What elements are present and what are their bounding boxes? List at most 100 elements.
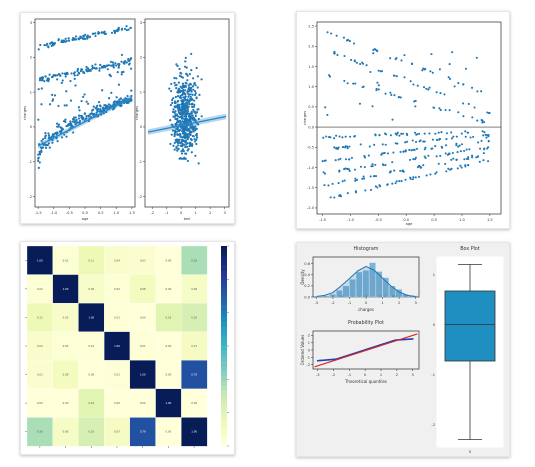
age-scatter-point <box>57 72 61 76</box>
bmi-scatter-point <box>186 98 189 101</box>
bmi-scatter-point <box>184 105 187 108</box>
bmi-scatter-point <box>181 90 185 93</box>
residual-point <box>476 155 480 158</box>
residual-point <box>403 54 406 57</box>
age-scatter-point <box>64 37 67 40</box>
age-scatter-point <box>127 28 130 31</box>
heatmap-cell <box>129 417 157 447</box>
bmi-scatter-point <box>169 142 172 146</box>
age-scatter-point <box>50 135 53 139</box>
age-scatter-point <box>43 80 46 83</box>
age-scatter-point <box>78 109 81 112</box>
age-scatter-point <box>86 102 90 105</box>
residual-point <box>451 51 454 54</box>
bmi-scatter-point <box>176 133 179 136</box>
residual-point <box>448 63 451 66</box>
heatmap-cell-label: 0.00 <box>63 401 69 405</box>
residual-point <box>464 165 467 168</box>
heatmap-colorbar-segment <box>221 371 227 377</box>
heatmap-cell <box>181 331 208 361</box>
bmi-scatter-y-tick-label: 3 <box>140 21 142 25</box>
bmi-scatter-point <box>186 108 189 111</box>
residual-point <box>354 190 357 193</box>
bmi-scatter-point <box>182 103 185 106</box>
age-scatter-point <box>125 61 128 64</box>
age-scatter-point <box>87 115 90 118</box>
residual-point <box>418 140 421 143</box>
residual-point <box>424 67 427 71</box>
age-scatter-point <box>47 132 50 135</box>
age-scatter-point <box>73 71 76 74</box>
residual-point <box>341 180 344 183</box>
heatmap-colorbar-segment <box>221 416 227 422</box>
residual-point <box>481 130 484 133</box>
bmi-scatter-point <box>191 143 194 146</box>
age-scatter-point <box>57 123 61 126</box>
residual-point <box>418 164 421 167</box>
residual-point <box>330 32 333 35</box>
age-scatter-point <box>125 28 129 32</box>
residual-point <box>484 133 487 136</box>
residual-point <box>391 161 394 164</box>
age-scatter-point <box>37 118 40 121</box>
heatmap-cell <box>26 331 54 361</box>
bmi-scatter-point <box>186 136 189 139</box>
bmi-scatter-point <box>184 84 187 87</box>
probability-plot-y-tick-label: 0 <box>308 348 311 352</box>
age-scatter-point <box>114 100 117 103</box>
age-scatter-point <box>117 27 120 31</box>
age-scatter-point <box>57 104 60 108</box>
bmi-scatter-point <box>173 132 176 136</box>
residual-point <box>379 70 382 73</box>
bmi-scatter-point <box>188 102 191 106</box>
age-scatter-y-tick-label: -2 <box>28 195 32 199</box>
residual-point <box>421 69 424 72</box>
bmi-scatter-point <box>191 105 194 109</box>
residual-point <box>460 132 463 135</box>
residual-point <box>471 154 474 157</box>
age-scatter-point <box>115 96 118 99</box>
probability-plot-x-tick-label: -2 <box>332 373 336 377</box>
residual-point <box>348 40 351 43</box>
residual-point <box>464 130 467 133</box>
age-scatter-point <box>90 109 94 112</box>
age-scatter-x-tick-label: 0.5 <box>98 211 104 215</box>
heatmap-colorbar-segment <box>221 271 227 277</box>
residual-point <box>339 157 342 160</box>
heatmap-cell-label: 0.00 <box>140 315 146 319</box>
residual-point <box>346 82 349 85</box>
age-scatter-point <box>44 146 48 149</box>
age-scatter-point <box>120 104 123 107</box>
bmi-scatter-point <box>189 126 192 130</box>
box-plot-y-tick-label: -2 <box>431 423 435 427</box>
age-scatter-point <box>89 112 92 116</box>
residual-point <box>386 152 389 155</box>
residual-point <box>339 195 343 198</box>
residual-point <box>397 96 400 99</box>
bmi-scatter-point <box>177 81 181 84</box>
age-scatter-point <box>37 166 40 169</box>
residual-point <box>452 135 455 138</box>
heatmap-colorbar-segment <box>221 246 227 252</box>
bmi-scatter-point <box>172 108 175 111</box>
age-scatter-point <box>113 31 117 35</box>
histogram-x-tick-label: -1 <box>348 301 352 305</box>
residual-point <box>391 118 394 121</box>
residual-point <box>323 184 326 187</box>
bmi-scatter-point <box>190 151 193 154</box>
heatmap-colorbar-segment <box>221 426 227 432</box>
kde-fill <box>316 266 416 297</box>
residual-point <box>343 79 346 82</box>
age-scatter-point <box>54 131 57 135</box>
age-scatter-point <box>47 134 51 137</box>
bmi-scatter-point <box>176 126 179 129</box>
heatmap-colorbar-segment <box>221 376 227 382</box>
residual-point <box>487 160 490 163</box>
residual-point <box>408 148 411 152</box>
residual-point <box>455 135 458 138</box>
bmi-scatter-point <box>183 97 186 100</box>
heatmap-colorbar-segment <box>221 341 227 347</box>
bmi-scatter-point <box>193 110 196 113</box>
bmi-scatter-point <box>176 107 180 110</box>
residual-point <box>365 64 368 67</box>
